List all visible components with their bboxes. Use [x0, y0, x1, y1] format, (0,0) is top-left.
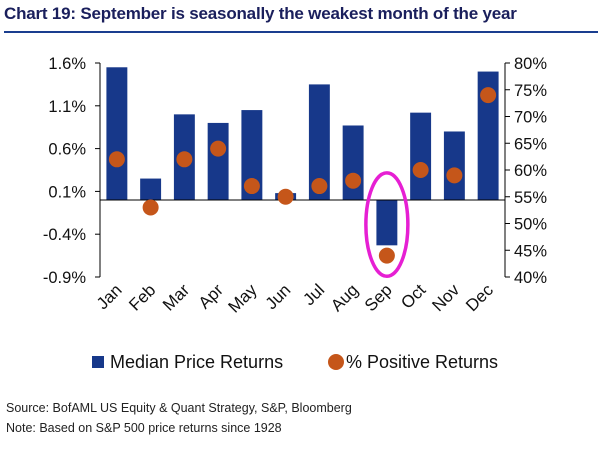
positive-returns-dot — [412, 162, 429, 178]
bar — [207, 122, 229, 200]
positive-returns-dot — [378, 247, 395, 264]
bar — [106, 67, 128, 200]
category-label: May — [225, 280, 261, 316]
positive-returns-dot — [108, 151, 125, 168]
bar — [477, 71, 499, 200]
category-label: Sep — [361, 280, 396, 315]
chart-title: Chart 19: September is seasonally the we… — [4, 4, 517, 23]
right-tick-label: 40% — [514, 269, 547, 287]
title-rule — [4, 31, 598, 33]
category-label: Aug — [327, 280, 362, 315]
legend-bar-swatch — [92, 356, 104, 368]
chart-area: 1.6% 1.1% 0.6% 0.1% -0.4% -0.9% 80% 75% 70% 65% 60… — [43, 55, 547, 372]
positive-returns-dot — [176, 151, 193, 168]
bar — [308, 84, 330, 200]
bar — [342, 125, 364, 200]
positive-returns-dot — [142, 199, 159, 216]
bar — [443, 131, 465, 200]
category-label: Jun — [262, 280, 295, 313]
positive-returns-dot — [210, 140, 227, 157]
category-label: Mar — [159, 280, 193, 314]
category-label: Oct — [397, 280, 429, 312]
left-tick-label: 1.1% — [48, 98, 86, 116]
category-label: Feb — [125, 280, 159, 314]
positive-returns-dot — [480, 87, 497, 104]
right-tick-label: 70% — [514, 109, 547, 127]
bar — [241, 110, 263, 200]
highlight-ellipse — [364, 171, 410, 279]
right-tick-label: 75% — [514, 82, 547, 100]
positive-returns-dot — [446, 167, 463, 184]
right-tick-label: 65% — [514, 135, 547, 153]
left-tick-label: 1.6% — [48, 55, 86, 73]
bar — [140, 178, 162, 200]
category-label: Jul — [299, 280, 328, 309]
positive-returns-dot — [345, 172, 362, 189]
positive-returns-dot — [277, 188, 294, 205]
right-tick-label: 55% — [514, 189, 547, 207]
legend-bar-label: Median Price Returns — [110, 352, 283, 372]
category-label: Nov — [428, 280, 463, 315]
bar — [376, 199, 398, 246]
right-tick-label: 45% — [514, 242, 547, 260]
source-text: Source: BofAML US Equity & Quant Strateg… — [6, 401, 352, 415]
left-tick-label: -0.4% — [43, 226, 86, 244]
left-tick-label: -0.9% — [43, 269, 86, 287]
right-tick-label: 50% — [514, 216, 547, 234]
category-label: Jan — [93, 280, 126, 313]
legend-dot-swatch — [328, 354, 344, 370]
legend-dot-label: % Positive Returns — [346, 352, 498, 372]
positive-returns-dot — [243, 178, 260, 195]
positive-returns-dot — [311, 178, 328, 195]
category-label: Dec — [462, 280, 497, 315]
category-label: Apr — [195, 280, 227, 312]
right-tick-label: 80% — [514, 55, 547, 73]
right-tick-label: 60% — [514, 162, 547, 180]
bar — [410, 112, 432, 200]
left-tick-label: 0.6% — [48, 141, 86, 159]
note-text: Note: Based on S&P 500 price returns sin… — [6, 421, 282, 435]
left-tick-label: 0.1% — [48, 183, 86, 201]
